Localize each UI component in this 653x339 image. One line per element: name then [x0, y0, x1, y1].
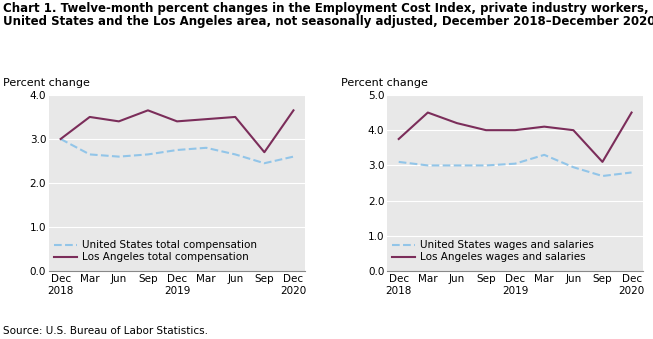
- Legend: United States total compensation, Los Angeles total compensation: United States total compensation, Los An…: [54, 240, 257, 262]
- Text: Chart 1. Twelve-month percent changes in the Employment Cost Index, private indu: Chart 1. Twelve-month percent changes in…: [3, 2, 649, 15]
- Text: Percent change: Percent change: [341, 78, 428, 88]
- Text: Percent change: Percent change: [3, 78, 89, 88]
- Text: United States and the Los Angeles area, not seasonally adjusted, December 2018–D: United States and the Los Angeles area, …: [3, 15, 653, 28]
- Legend: United States wages and salaries, Los Angeles wages and salaries: United States wages and salaries, Los An…: [392, 240, 594, 262]
- Text: Source: U.S. Bureau of Labor Statistics.: Source: U.S. Bureau of Labor Statistics.: [3, 326, 208, 336]
